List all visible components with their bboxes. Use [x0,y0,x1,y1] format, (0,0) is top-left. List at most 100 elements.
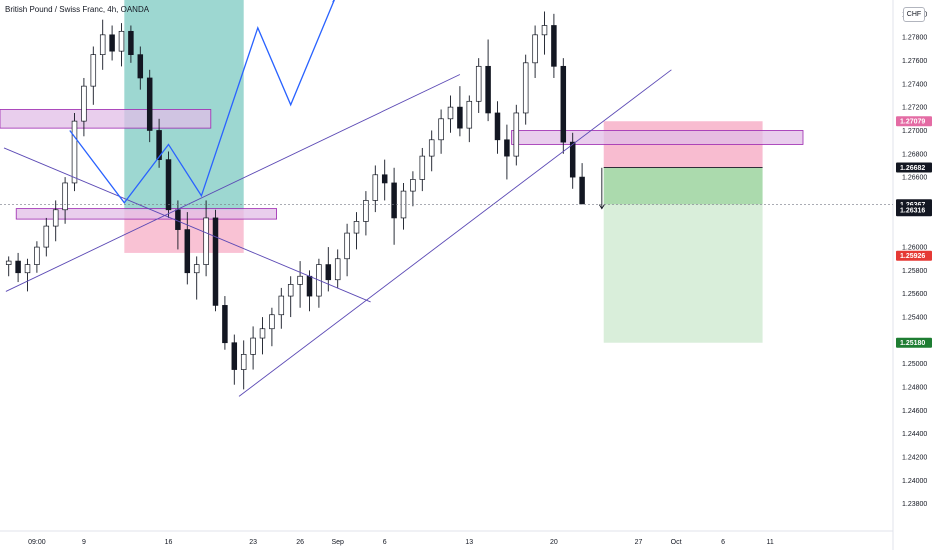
symbol-title: British Pound / Swiss Franc, 4h, OANDA [5,5,150,14]
candle-44 [419,147,426,192]
price-label-text-4: 1.25926 [900,253,925,260]
candle-body-36 [344,232,350,260]
zigzag-projection [69,0,336,204]
price-label-bg-0 [896,116,932,127]
candle-57 [541,11,548,55]
candle-body-25 [240,354,247,370]
y-tick-label-10: 1.25600 [902,291,927,298]
candle-46 [438,109,444,154]
x-tick-label-9: 27 [635,539,643,546]
candle-body-3 [34,246,40,265]
candle-body-26 [250,337,256,355]
candle-10 [99,19,106,70]
candle-6 [62,177,68,224]
candle-body-2 [24,264,31,274]
candle-30 [287,276,294,318]
y-tick-label-9: 1.25800 [902,268,927,275]
candle-61 [579,163,585,205]
candle-27 [259,317,266,355]
short-position-target-zone [603,204,763,343]
candle-body-24 [231,342,238,370]
price-label-bg-4 [896,250,932,261]
candle-50 [475,58,482,113]
candle-body-17 [165,159,172,211]
candle-24 [231,334,238,385]
candle-9 [90,46,97,105]
x-tick-label-11: 6 [721,539,725,546]
price-label-5: 1.25180 [896,337,932,348]
candle-body-35 [334,258,341,281]
y-tick-label-4: 1.27200 [902,105,927,112]
candle-40 [381,159,388,201]
candle-body-38 [363,200,369,222]
candle-body-40 [381,174,388,184]
price-label-3: 1.26316 [896,205,932,216]
candle-body-48 [457,106,463,129]
price-label-text-3: 1.26316 [900,208,925,215]
candle-26 [250,326,256,370]
y-tick-label-5: 1.27000 [902,128,927,135]
candle-22 [212,209,219,312]
currency-badge[interactable]: CHF [903,7,925,22]
candle-49 [466,95,473,143]
candle-0 [5,256,12,277]
x-tick-label-1: 9 [82,539,86,546]
x-tick-label-10: Oct [671,539,682,546]
y-tick-label-11: 1.25400 [902,315,927,322]
candle-23 [222,296,228,350]
candle-body-28 [269,314,275,330]
y-tick-label-1: 1.27800 [902,35,927,42]
candle-54 [513,104,520,166]
candle-41 [391,167,397,245]
candle-body-37 [353,221,360,234]
candle-body-41 [391,182,397,219]
candle-55 [522,54,529,125]
x-tick-label-7: 13 [465,539,473,546]
candle-body-22 [212,217,219,306]
price-label-0: 1.27079 [896,116,932,127]
x-tick-label-3: 23 [249,539,257,546]
y-tick-label-14: 1.24600 [902,408,927,415]
y-tick-label-8: 1.26000 [902,245,927,252]
candle-body-14 [137,54,144,79]
price-label-bg-5 [896,337,932,348]
short-position-filled-zone [603,167,763,205]
descending-trendline-left [3,147,371,303]
candle-body-20 [193,264,200,274]
candle-19 [184,212,191,285]
candle-16 [156,118,162,168]
candle-52 [494,101,501,154]
candle-body-10 [99,34,106,56]
x-tick-label-12: 11 [766,539,773,546]
candle-body-54 [513,112,520,157]
x-tick-label-8: 20 [550,539,558,546]
candle-body-18 [175,209,181,230]
price-label-bg-3 [896,205,932,216]
candle-15 [146,69,153,143]
y-tick-label-2: 1.27600 [902,58,927,65]
candle-body-34 [325,264,332,281]
price-label-text-1: 1.26682 [900,165,925,172]
candle-body-57 [541,25,548,36]
candle-body-55 [522,62,529,114]
candle-20 [193,256,200,300]
price-label-4: 1.25926 [896,250,932,261]
candle-43 [410,171,416,207]
entry-drop-arrowhead [598,204,605,210]
x-tick-label-0: 09:00 [28,539,46,546]
candle-56 [532,25,538,78]
support-zone-mid-left [15,208,278,220]
candle-12 [118,23,125,67]
candle-body-46 [438,118,444,141]
candle-body-9 [90,54,97,87]
candle-body-27 [259,328,266,339]
resistance-zone-right [511,130,804,145]
candle-58 [551,13,557,78]
y-tick-label-18: 1.23800 [902,501,927,508]
candle-body-49 [466,100,473,129]
candle-13 [128,25,134,63]
y-tick-label-16: 1.24200 [902,455,927,462]
y-tick-label-15: 1.24400 [902,431,927,438]
